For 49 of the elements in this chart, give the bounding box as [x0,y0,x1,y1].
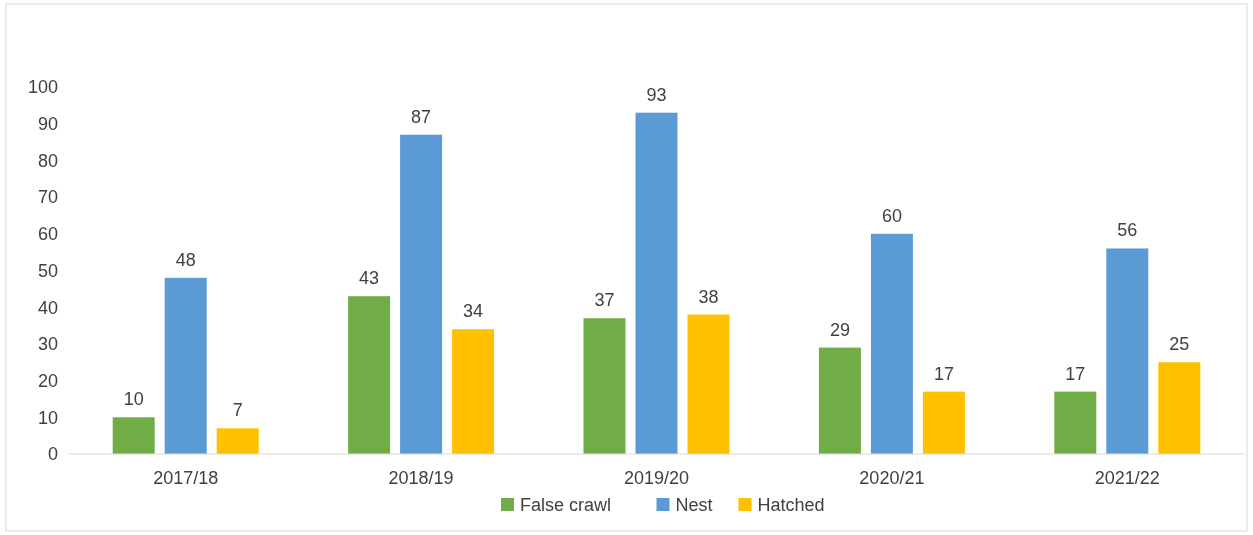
y-tick-label: 90 [37,114,58,134]
y-tick-label: 100 [27,77,58,98]
bar [870,233,913,454]
data-label: 29 [829,319,850,340]
data-label: 60 [881,205,902,226]
data-label: 56 [1117,220,1138,241]
x-tick-label: 2017/18 [153,468,219,488]
y-tick-label: 60 [37,224,58,245]
y-tick-label: 10 [37,407,58,428]
data-label: 43 [359,268,380,289]
legend-label: Nest [675,495,713,516]
data-label: 38 [698,286,719,307]
data-label: 17 [933,363,954,384]
bar [400,134,443,454]
bar [348,296,391,454]
bar [164,277,207,454]
bar [687,314,730,454]
y-tick-label: 30 [37,334,58,355]
data-label: 34 [463,301,484,322]
data-label: 10 [123,389,144,410]
data-label: 37 [594,290,615,311]
data-label: 93 [646,84,667,105]
bar [1054,391,1097,454]
bar [216,428,259,454]
legend-label: False crawl [520,495,612,516]
x-tick-label: 2020/21 [859,468,925,488]
data-label: 7 [232,400,243,421]
bar [1158,362,1201,454]
data-label: 25 [1169,334,1190,355]
y-tick-label: 0 [47,444,58,465]
bar [112,417,155,454]
legend-label: Hatched [757,495,825,516]
bar [818,347,861,454]
data-label: 17 [1065,363,1086,384]
bar [1106,248,1149,454]
bar [452,329,495,454]
x-tick-label: 2019/20 [623,468,690,488]
data-label: 87 [411,106,432,127]
y-tick-label: 70 [37,187,58,208]
y-tick-label: 80 [37,150,58,171]
y-tick-label: 40 [37,297,58,318]
y-tick-label: 20 [37,370,58,391]
bar [583,318,626,454]
data-label: 48 [175,249,196,270]
bar [635,112,678,454]
x-tick-label: 2021/22 [1094,468,1160,488]
y-tick-label: 50 [37,260,58,281]
bar [922,391,965,454]
x-tick-label: 2018/19 [388,468,454,488]
